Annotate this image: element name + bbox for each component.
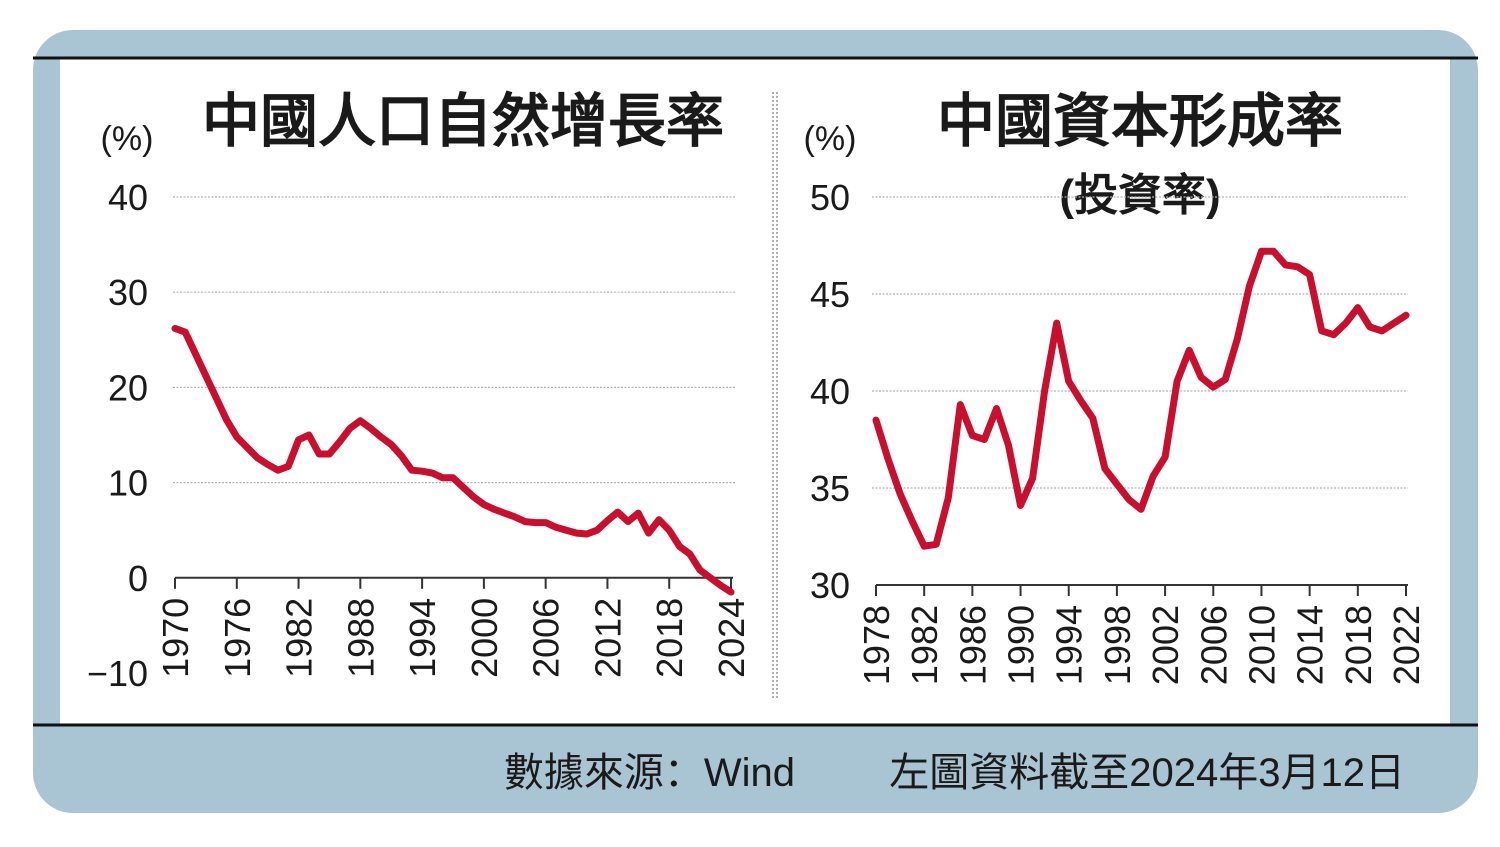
x-tick-label: 1994 (1049, 605, 1090, 685)
x-tick-label: 2014 (1290, 605, 1331, 685)
x-tick-label: 1970 (155, 598, 196, 678)
y-tick-label: 35 (810, 468, 850, 509)
y-tick-label: 40 (108, 177, 148, 218)
x-tick-label: 1990 (1001, 605, 1042, 685)
footer-note: 左圖資料截至2024年3月12日 (889, 751, 1405, 795)
x-tick-label: 2006 (1193, 605, 1234, 685)
x-tick-label: 2010 (1241, 605, 1282, 685)
y-tick-label: 45 (810, 274, 850, 315)
y-tick-label: 30 (108, 272, 148, 313)
x-tick-label: 2000 (464, 598, 505, 678)
y-tick-label: 30 (810, 565, 850, 606)
x-tick-label: 2024 (711, 598, 752, 678)
y-axis-unit: (%) (101, 120, 154, 158)
y-tick-label: 50 (810, 177, 850, 218)
y-tick-label: 20 (108, 367, 148, 408)
x-tick-label: 2006 (526, 598, 567, 678)
x-tick-label: 1998 (1097, 605, 1138, 685)
x-tick-label: 2012 (587, 598, 628, 678)
x-tick-label: 1994 (402, 598, 443, 678)
x-tick-label: 1986 (952, 605, 993, 685)
chart-title: 中國人口自然增長率 (202, 89, 724, 154)
x-tick-label: 2022 (1386, 605, 1427, 685)
x-tick-label: 1982 (279, 598, 320, 678)
y-tick-label: −10 (87, 653, 148, 694)
x-tick-label: 1978 (856, 605, 897, 685)
y-tick-label: 10 (108, 463, 148, 504)
x-tick-label: 2002 (1145, 605, 1186, 685)
x-tick-label: 1982 (904, 605, 945, 685)
chart-subtitle: (投資率) (1059, 171, 1220, 220)
footer-source: 數據來源：Wind (504, 751, 795, 795)
x-tick-label: 1976 (217, 598, 258, 678)
y-tick-label: 40 (810, 371, 850, 412)
x-tick-label: 2018 (1338, 605, 1379, 685)
y-tick-label: 0 (128, 558, 148, 599)
y-axis-unit: (%) (804, 120, 857, 158)
x-tick-label: 1988 (340, 598, 381, 678)
chart-panel (60, 58, 1450, 725)
x-tick-label: 2018 (649, 598, 690, 678)
chart-title: 中國資本形成率 (937, 89, 1343, 154)
chart-population-growth: 中國人口自然增長率 (%) 40 30 20 10 0 −10 1970 1976 1982 19… (87, 89, 752, 694)
